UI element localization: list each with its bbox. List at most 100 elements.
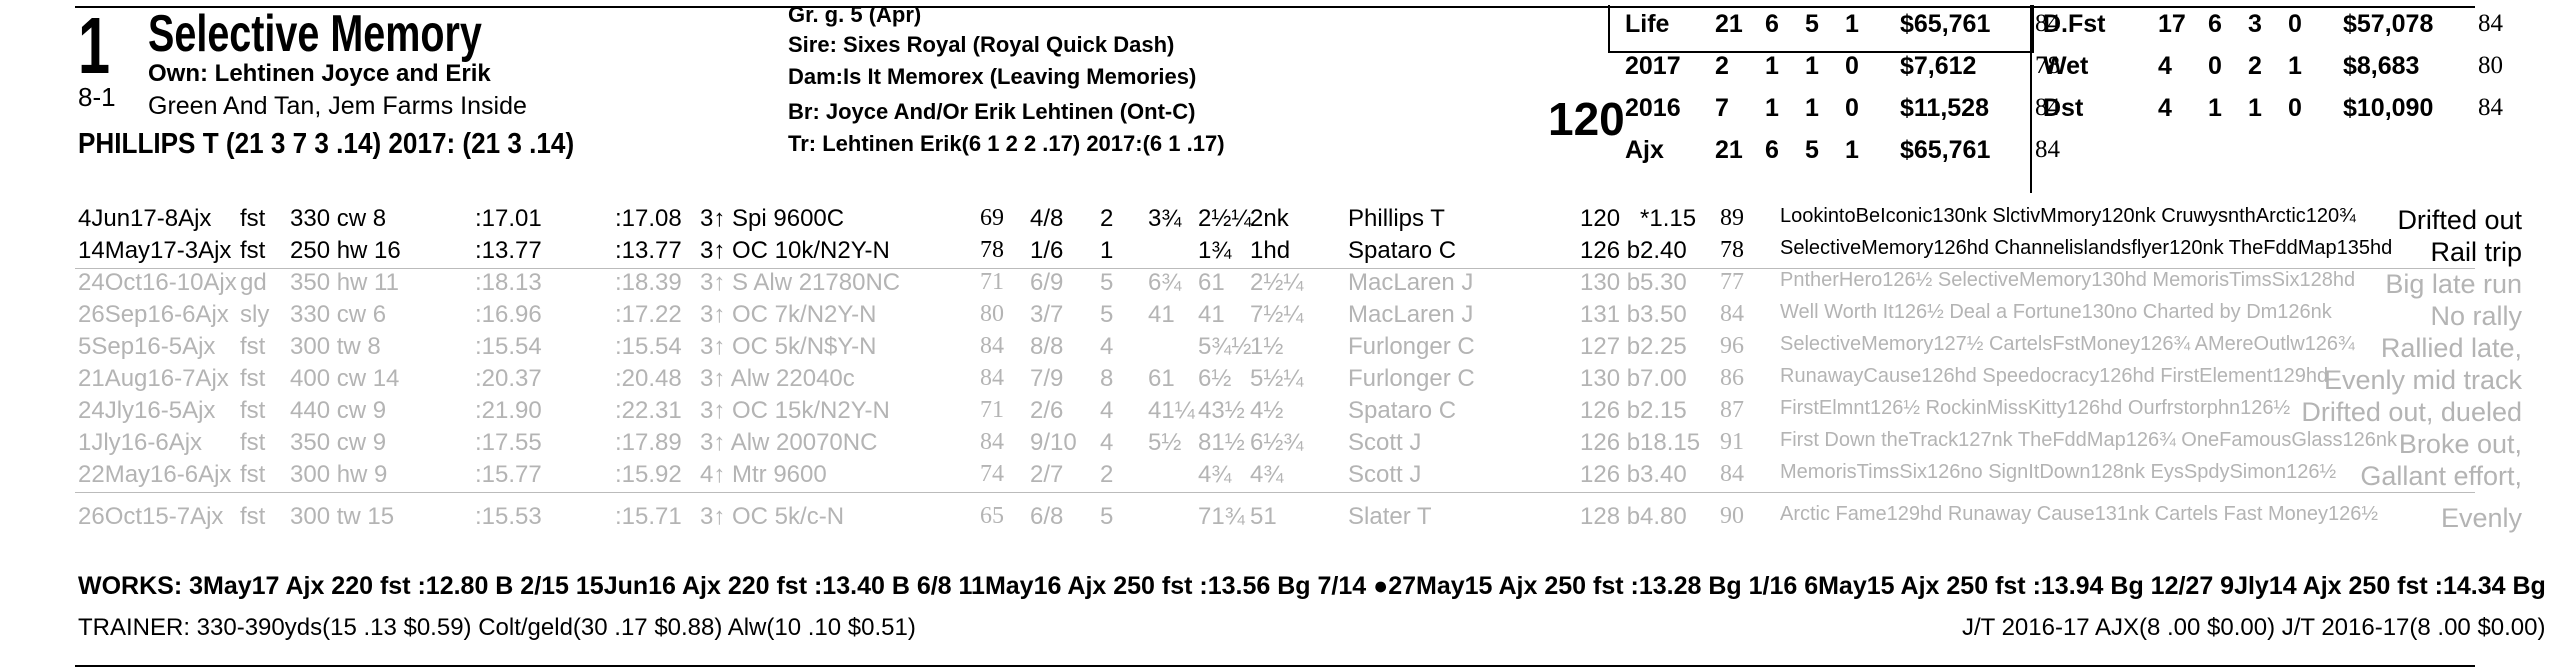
pp-pp: 4/8 <box>1030 205 1064 232</box>
pp-jock: Furlonger C <box>1348 333 1475 360</box>
pp-st: 8 <box>1100 365 1114 392</box>
pp-st: 5 <box>1100 301 1114 328</box>
sire: Sire: Sixes Royal (Royal Quick Dash) <box>788 32 1175 57</box>
pp-fin: 7½¼ <box>1250 301 1304 328</box>
pp-dist: 300 tw 8 <box>290 333 381 360</box>
pp-sp2: 91 <box>1720 429 1744 455</box>
pp-st: 2 <box>1100 461 1114 488</box>
pp-race: 4↑ Mtr 9600 <box>700 461 827 488</box>
stat-s: 0 <box>2288 94 2302 122</box>
pp-sp2: 84 <box>1720 301 1744 327</box>
stat-speed: 84 <box>2035 10 2060 37</box>
pp-pp: 6/8 <box>1030 503 1064 530</box>
stat-starts: 17 <box>2158 10 2186 38</box>
pp-comp: RunawayCause126hd Speedocracy126hd First… <box>1780 365 2329 387</box>
trainer-stats: TRAINER: 330-390yds(15 .13 $0.59) Colt/g… <box>78 614 916 641</box>
pp-spd: 69 <box>980 205 1004 231</box>
pp-wt: 126 b <box>1580 461 1641 488</box>
pp-odds: 4.80 <box>1640 503 1687 530</box>
pp-comp: LookintoBeIconic130nk SlctivMmory120nk C… <box>1780 205 2356 227</box>
pp-f2: :17.22 <box>615 301 682 328</box>
pp-fin: 51 <box>1250 503 1277 530</box>
pp-odds: *1.15 <box>1640 205 1697 232</box>
pp-f2: :20.48 <box>615 365 682 392</box>
table-row: 24Oct16-10Ajx gd 350 hw 11:18.13:18.39 3↑ S… <box>0 269 2550 299</box>
pp-fin: 2½¼ <box>1250 269 1304 296</box>
pp-wt: 131 b <box>1580 301 1641 328</box>
pp-cond: sly <box>240 301 270 328</box>
pp-st: 4 <box>1100 397 1114 424</box>
pp-c1: 5½ <box>1148 429 1182 456</box>
pp-f2: :17.08 <box>615 205 682 232</box>
pp-jock: Scott J <box>1348 461 1422 488</box>
stat-label: Life <box>1625 10 1670 38</box>
stat-w: 0 <box>2208 52 2222 80</box>
stat-s: 0 <box>1845 94 1859 122</box>
pp-cond: fst <box>240 503 266 530</box>
stat-w: 6 <box>2208 10 2222 38</box>
pp-spd: 71 <box>980 397 1004 423</box>
stat-starts: 21 <box>1715 136 1743 164</box>
pp-race: 3↑ OC 10k/N2Y-N <box>700 237 890 264</box>
pp-c2: 5¾½ <box>1198 333 1252 360</box>
pp-st: 5 <box>1100 503 1114 530</box>
pp-race: 3↑ Alw 22040c <box>700 365 855 392</box>
pp-pp: 7/9 <box>1030 365 1064 392</box>
jockey-trainer-stats: J/T 2016-17 AJX(8 .00 $0.00) J/T 2016-17… <box>1962 614 2546 641</box>
pp-spd: 84 <box>980 429 1004 455</box>
dam: Dam:Is It Memorex (Leaving Memories) <box>788 64 1197 89</box>
pp-pp: 6/9 <box>1030 269 1064 296</box>
pp-jock: MacLaren J <box>1348 269 1474 296</box>
pp-f1: :15.54 <box>475 333 542 360</box>
stat-p: 1 <box>1805 94 1819 122</box>
pp-wt: 126 b <box>1580 237 1641 264</box>
stat-label: Dst <box>2043 94 2084 122</box>
stat-earn: $8,683 <box>2343 52 2420 80</box>
pp-comp: FirstElmnt126½ RockinMissKitty126hd Ourf… <box>1780 397 2291 419</box>
stat-p: 3 <box>2248 10 2262 38</box>
pp-fin: 1½ <box>1250 333 1284 360</box>
pp-spd: 74 <box>980 461 1004 487</box>
stat-earn: $11,528 <box>1900 94 1989 122</box>
pp-date: 5Sep16-5Ajx <box>78 333 216 360</box>
pp-jock: Slater T <box>1348 503 1432 530</box>
pp-dist: 350 hw 11 <box>290 269 399 296</box>
pp-wt: 120 <box>1580 205 1621 232</box>
pp-dist: 330 cw 6 <box>290 301 387 328</box>
pp-f2: :13.77 <box>615 237 682 264</box>
pp-sp2: 84 <box>1720 461 1744 487</box>
table-row: 26Sep16-6Ajx sly 330 cw 6:16.96:17.22 3↑ OC… <box>0 301 2550 331</box>
pp-jock: MacLaren J <box>1348 301 1474 328</box>
pp-race: 3↑ OC 15k/N2Y-N <box>700 397 890 424</box>
stat-speed: 84 <box>2478 94 2503 121</box>
table-row: 24Jly16-5Ajx fst 440 cw 9:21.90:22.31 3↑ OC… <box>0 397 2550 427</box>
pp-spd: 78 <box>980 237 1004 263</box>
stat-p: 1 <box>2248 94 2262 122</box>
stat-label: 2016 <box>1625 94 1681 122</box>
pp-odds: 3.40 <box>1640 461 1687 488</box>
table-row: 26Oct15-7Ajx fst 300 tw 15:15.53:15.71 3↑ O… <box>0 503 2550 533</box>
sex-age: Gr. g. 5 (Apr) <box>788 2 922 27</box>
pp-race: 3↑ OC 5k/N$Y-N <box>700 333 877 360</box>
pp-f1: :17.55 <box>475 429 542 456</box>
pp-dist: 330 cw 8 <box>290 205 387 232</box>
pp-spd: 65 <box>980 503 1004 529</box>
pp-odds: 2.15 <box>1640 397 1687 424</box>
pp-f1: :21.90 <box>475 397 542 424</box>
table-row: 14May17-3Ajx fst 250 hw 16:13.77:13.77 3↑ O… <box>0 237 2550 267</box>
pp-wt: 130 b <box>1580 269 1641 296</box>
pp-sp2: 89 <box>1720 205 1744 231</box>
pp-f2: :15.92 <box>615 461 682 488</box>
pp-sp2: 90 <box>1720 503 1744 529</box>
table-row: 1Jly16-6Ajx fst 350 cw 9:17.55:17.89 3↑ Alw… <box>0 429 2550 459</box>
pp-race: 3↑ Spi 9600C <box>700 205 845 232</box>
pp-comment: Rallied late, <box>2380 333 2522 363</box>
pp-spd: 71 <box>980 269 1004 295</box>
stat-label: Ajx <box>1625 136 1664 164</box>
pp-comp: Arctic Fame129hd Runaway Cause131nk Cart… <box>1780 503 2379 525</box>
pp-jock: Furlonger C <box>1348 365 1475 392</box>
pp-date: 26Sep16-6Ajx <box>78 301 229 328</box>
stat-starts: 7 <box>1715 94 1729 122</box>
pp-st: 5 <box>1100 269 1114 296</box>
pp-cond: fst <box>240 333 266 360</box>
